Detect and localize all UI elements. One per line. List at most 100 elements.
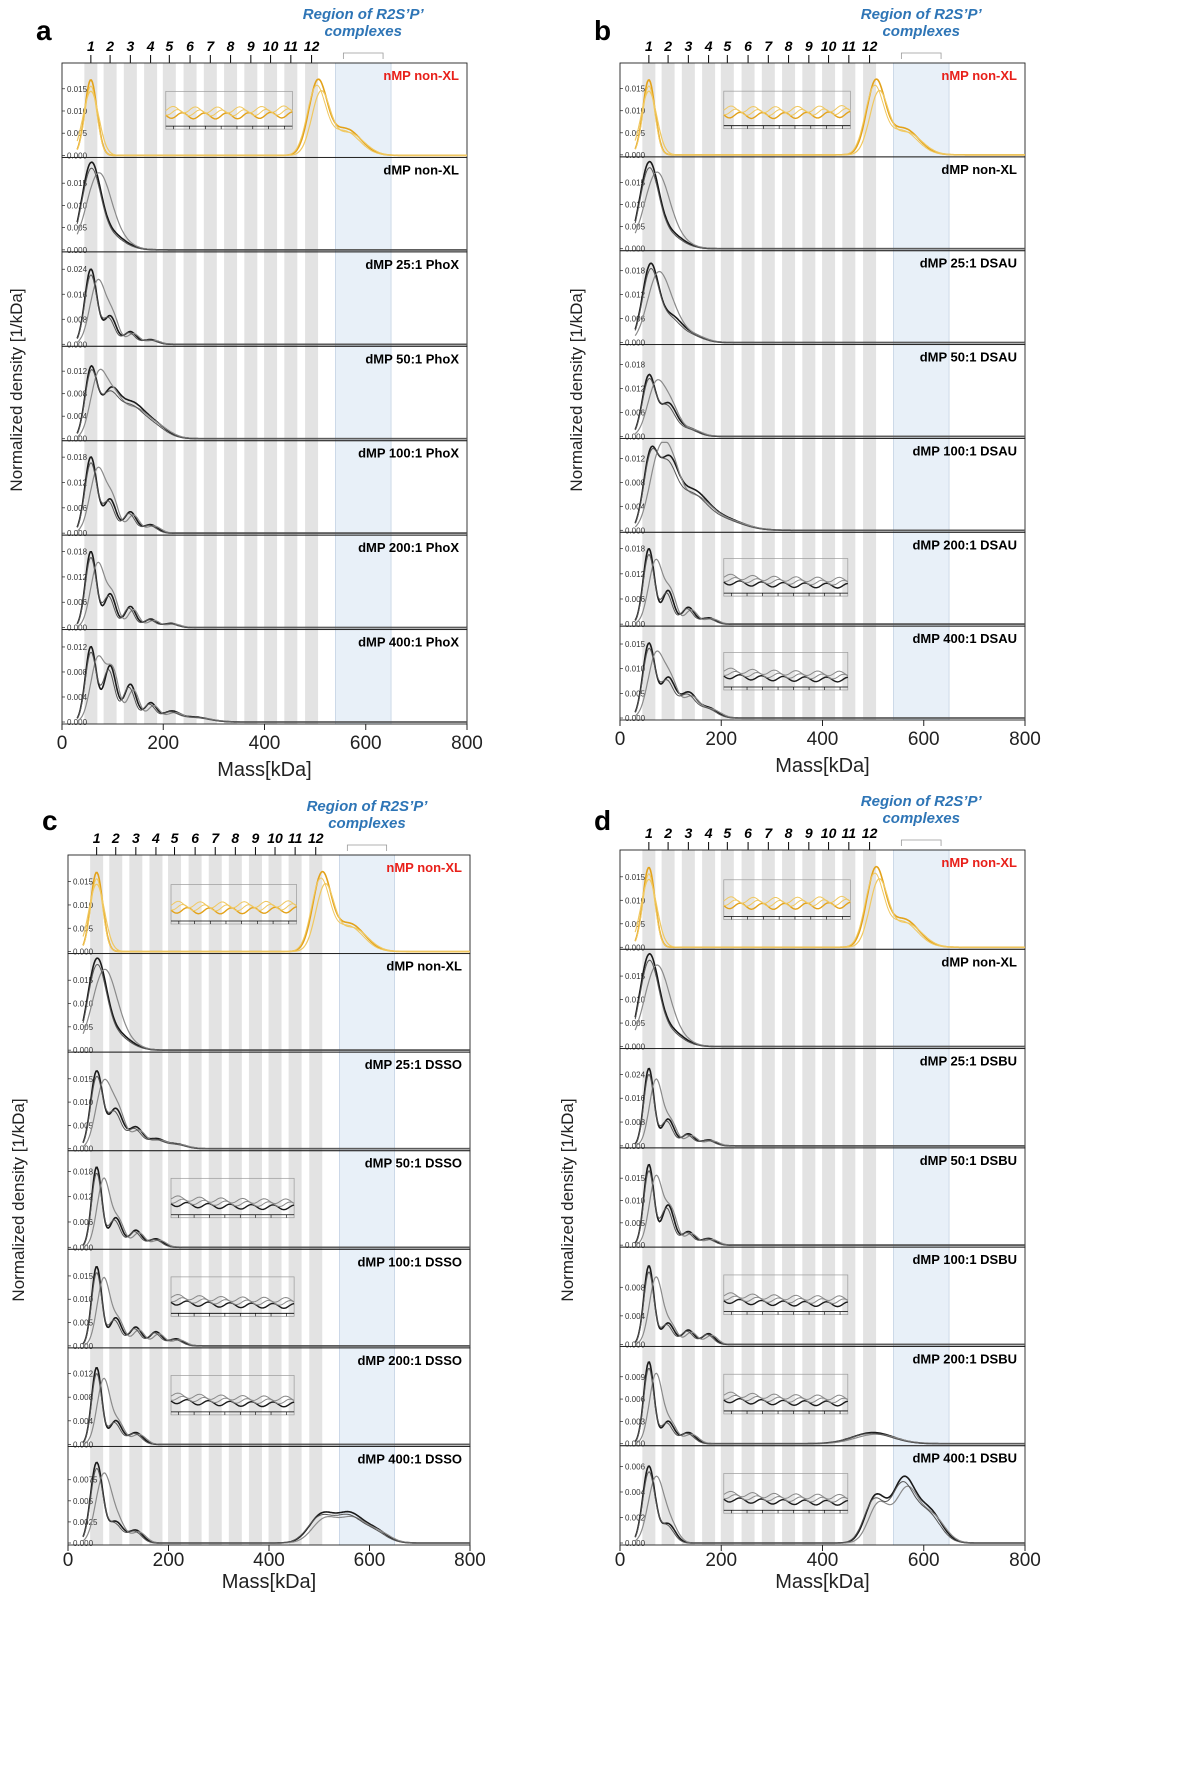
oligomer-stripe-10 xyxy=(822,850,836,1545)
subplot: 0.000 0.005 0.010 0.015 dMP 25:1 DSSO xyxy=(67,1051,471,1154)
oligomer-stripe-3 xyxy=(681,63,695,720)
oligomer-stripe-5 xyxy=(720,63,734,720)
y-tick-label: 0.012 xyxy=(625,385,646,394)
series-line xyxy=(634,267,1025,344)
y-tick-label: 0.005 xyxy=(625,1219,646,1228)
oligomer-label: 2 xyxy=(663,825,672,841)
y-tick-label: 0.010 xyxy=(625,896,646,905)
subplot-title: dMP 25:1 PhoX xyxy=(365,257,459,272)
y-tick-label: 0.000 xyxy=(625,151,646,160)
y-tick-label: 0.018 xyxy=(625,545,646,554)
y-tick-label: 0.008 xyxy=(625,1118,646,1127)
oligomer-stripe-5 xyxy=(162,63,176,724)
region-bracket xyxy=(900,839,942,846)
x-axis-label: Mass[kDa] xyxy=(222,1571,316,1593)
y-tick-label: 0.010 xyxy=(625,107,646,116)
y-tick-label: 0.000 xyxy=(625,1241,646,1250)
series-line xyxy=(82,1075,470,1150)
inset-frame xyxy=(170,1375,295,1416)
subplot: 0.000 0.003 0.006 0.009 dMP 200:1 DSBU xyxy=(619,1345,1026,1449)
x-tick-label: 400 xyxy=(253,1550,285,1571)
subplot: 0.000 0.006 0.012 0.018 dMP 50:1 DSSO xyxy=(67,1150,471,1252)
y-tick-label: 0.010 xyxy=(73,901,94,910)
y-tick-label: 0.0025 xyxy=(73,1518,98,1527)
x-tick-label: 200 xyxy=(153,1550,185,1571)
y-tick-label: 0.000 xyxy=(67,718,88,727)
subplot-title: dMP 100:1 DSAU xyxy=(912,443,1017,458)
oligomer-label: 5 xyxy=(723,825,731,841)
oligomer-stripe-4 xyxy=(149,855,163,1545)
y-tick-label: 0.018 xyxy=(67,548,88,557)
subplot: 0.000 0.005 0.010 0.015 nMP non-XL xyxy=(67,854,471,957)
subplot-title: dMP non-XL xyxy=(386,959,462,974)
inset xyxy=(723,1373,849,1415)
subplot: 0.000 0.005 0.010 0.015 dMP 100:1 DSSO xyxy=(67,1248,471,1351)
y-tick-label: 0.009 xyxy=(625,1373,646,1382)
oligomer-label: 12 xyxy=(862,38,878,54)
y-tick-label: 0.0075 xyxy=(73,1476,98,1485)
subplot: 0.000 0.004 0.008 dMP 100:1 DSBU xyxy=(619,1246,1026,1349)
subplot: 0.000 0.005 0.010 0.015 dMP non-XL xyxy=(619,156,1026,254)
series-line xyxy=(76,274,467,345)
series-line xyxy=(76,369,467,440)
y-tick-label: 0.005 xyxy=(67,224,88,233)
subplot-title: dMP 100:1 PhoX xyxy=(358,446,459,461)
region-bracket xyxy=(342,52,384,59)
inset-frame xyxy=(723,1373,849,1415)
subplot: 0.000 0.005 0.010 0.015 dMP non-XL xyxy=(61,156,468,255)
y-tick-label: 0.016 xyxy=(625,1094,646,1103)
oligomer-stripe-6 xyxy=(741,850,755,1545)
x-tick-label: 200 xyxy=(705,1550,737,1571)
oligomer-stripe-10 xyxy=(264,63,278,724)
y-tick-label: 0.004 xyxy=(625,1312,646,1321)
oligomer-label: 6 xyxy=(744,38,752,54)
oligomer-label: 4 xyxy=(704,38,713,54)
subplot: 0.000 0.006 0.012 0.018 dMP 50:1 DSAU xyxy=(619,344,1026,441)
x-tick-label: 0 xyxy=(57,733,68,754)
region-label: Region of R2S’P’ xyxy=(861,6,983,23)
oligomer-stripe-6 xyxy=(183,63,197,724)
x-axis-label: Mass[kDa] xyxy=(775,1571,869,1593)
region-band xyxy=(893,849,950,1546)
oligomer-label: 6 xyxy=(191,830,199,846)
subplot-title: dMP 25:1 DSAU xyxy=(920,256,1017,271)
y-axis-label: Normalized density [1/kDa] xyxy=(9,1098,28,1301)
y-tick-label: 0.010 xyxy=(73,1098,94,1107)
inset-frame xyxy=(723,652,849,691)
series-line xyxy=(634,554,1025,625)
y-tick-label: 0.000 xyxy=(625,432,646,441)
y-tick-label: 0.000 xyxy=(73,1243,94,1252)
oligomer-label: 9 xyxy=(805,38,813,54)
y-tick-label: 0.000 xyxy=(625,339,646,348)
y-tick-label: 0.000 xyxy=(67,624,88,633)
y-tick-label: 0.000 xyxy=(625,1043,646,1052)
y-tick-label: 0.005 xyxy=(625,223,646,232)
y-tick-label: 0.005 xyxy=(67,129,88,138)
y-tick-label: 0.002 xyxy=(625,1513,646,1522)
y-tick-label: 0.004 xyxy=(67,693,88,702)
oligomer-label: 11 xyxy=(284,38,299,54)
subplot: 0.000 0.008 0.016 0.024 dMP 25:1 PhoX xyxy=(61,251,468,349)
subplot-title: dMP non-XL xyxy=(941,162,1017,177)
panel-label: a xyxy=(36,15,52,46)
y-tick-label: 0.005 xyxy=(73,1319,94,1328)
inset-frame xyxy=(723,558,849,597)
inset-line xyxy=(165,105,293,114)
y-tick-label: 0.012 xyxy=(625,570,646,579)
oligomer-label: 3 xyxy=(126,38,134,54)
inset-line xyxy=(723,895,851,904)
oligomer-label: 2 xyxy=(111,830,120,846)
x-tick-label: 200 xyxy=(147,733,179,754)
subplot-title: dMP 50:1 DSBU xyxy=(920,1153,1017,1168)
oligomer-label: 9 xyxy=(252,830,260,846)
subplot: 0.000 0.005 0.010 0.015 nMP non-XL xyxy=(619,62,1026,160)
series-line xyxy=(634,1271,1025,1345)
x-axis-label: Mass[kDa] xyxy=(775,755,869,777)
oligomer-label: 2 xyxy=(105,38,114,54)
oligomer-label: 12 xyxy=(304,38,320,54)
y-tick-label: 0.006 xyxy=(67,598,88,607)
oligomer-stripe-5 xyxy=(168,855,182,1545)
oligomer-label: 7 xyxy=(206,38,215,54)
